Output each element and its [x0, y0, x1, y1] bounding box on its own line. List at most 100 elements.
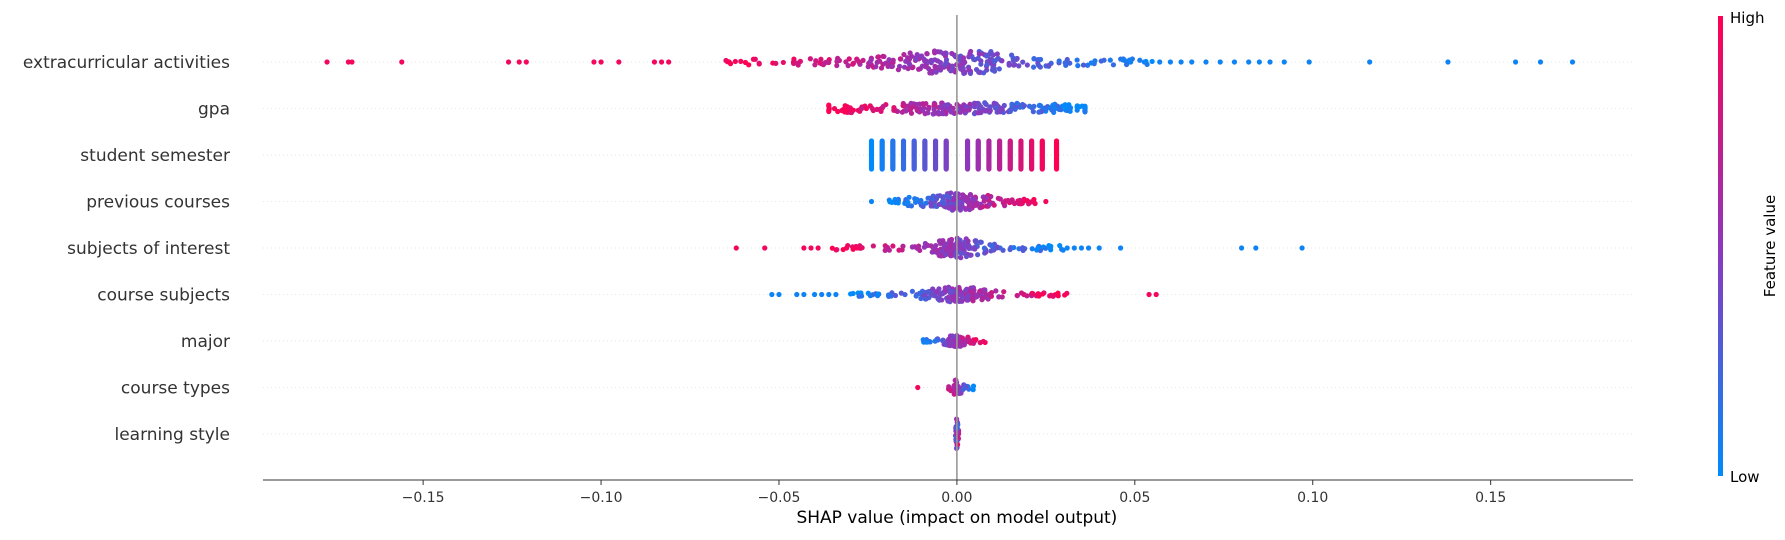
- feature-labels: extracurricular activities gpa student sem…: [23, 53, 230, 445]
- shap-dot-extracurricular-activities: [944, 60, 950, 66]
- shap-dot-gpa: [1030, 109, 1036, 115]
- shap-dot-course-subjects: [1050, 293, 1056, 299]
- shap-dot-student-semester: [868, 166, 875, 172]
- shap-dot-previous-courses: [957, 207, 964, 213]
- shap-dot-extracurricular-activities: [978, 61, 984, 67]
- shap-dot-subjects-of-interest: [943, 252, 949, 258]
- shap-dot-extracurricular-activities: [960, 55, 967, 61]
- shap-dot-subjects-of-interest: [958, 250, 964, 256]
- shap-dot-extracurricular-activities: [913, 57, 919, 63]
- shap-dot-student-semester: [911, 166, 917, 172]
- shap-dot-extracurricular-activities: [878, 65, 885, 71]
- shap-dot-major: [959, 342, 965, 348]
- shap-dot-extracurricular-activities: [867, 59, 873, 65]
- shap-dot-extracurricular-activities: [949, 50, 955, 57]
- shap-dot-previous-courses: [967, 200, 973, 206]
- shap-dot-gpa: [903, 108, 909, 114]
- feature-label-course-types: course types: [121, 379, 230, 399]
- shap-dot-previous-courses: [991, 202, 997, 208]
- shap-dot-gpa: [1021, 103, 1027, 109]
- shap-dot-extracurricular-activities: [991, 65, 997, 72]
- shap-dot-extracurricular-activities: [349, 59, 355, 65]
- shap-dot-extracurricular-activities: [651, 59, 658, 65]
- shap-dot-gpa: [945, 102, 951, 108]
- shap-dot-gpa: [977, 110, 983, 116]
- shap-dot-extracurricular-activities: [1107, 57, 1113, 63]
- shap-dot-student-semester: [986, 166, 992, 172]
- shap-dot-gpa: [1012, 106, 1018, 112]
- shap-dot-major: [946, 341, 952, 347]
- x-tick-label: 0.10: [1297, 490, 1328, 506]
- shap-dot-subjects-of-interest: [958, 255, 964, 261]
- shap-dot-gpa: [958, 105, 964, 111]
- shap-dot-gpa: [1038, 103, 1044, 109]
- shap-dot-extracurricular-activities: [1037, 56, 1044, 63]
- shap-dot-subjects-of-interest: [947, 242, 953, 248]
- shap-dot-previous-courses: [986, 201, 993, 207]
- shap-dot-extracurricular-activities: [975, 55, 981, 62]
- shap-dot-gpa: [900, 103, 906, 109]
- shap-dot-extracurricular-activities: [1035, 62, 1042, 68]
- shap-dot-extracurricular-activities: [399, 59, 405, 65]
- shap-dot-gpa: [1052, 105, 1058, 112]
- shap-dot-course-subjects: [875, 291, 881, 297]
- shap-dot-previous-courses: [973, 201, 980, 207]
- shap-dot-extracurricular-activities: [901, 51, 907, 58]
- shap-dot-subjects-of-interest: [1060, 247, 1066, 253]
- shap-dot-course-subjects: [922, 296, 928, 302]
- shap-dot-previous-courses: [941, 201, 947, 207]
- shap-dot-gpa: [963, 103, 969, 109]
- shap-dot-course-subjects: [898, 290, 904, 296]
- shap-dot-course-subjects: [988, 293, 995, 299]
- shap-dot-extracurricular-activities: [973, 66, 980, 73]
- shap-dot-extracurricular-activities: [875, 54, 882, 60]
- shap-dot-extracurricular-activities: [723, 57, 729, 64]
- shap-dot-extracurricular-activities: [843, 59, 849, 65]
- shap-dot-previous-courses: [914, 196, 920, 203]
- x-tick-label: −0.10: [580, 490, 623, 506]
- shap-dot-gpa: [966, 107, 972, 113]
- shap-dot-extracurricular-activities: [962, 69, 968, 75]
- shap-dot-extracurricular-activities: [1020, 59, 1026, 65]
- shap-dot-gpa: [1029, 105, 1035, 111]
- shap-dot-subjects-of-interest: [988, 242, 994, 248]
- shap-dot-extracurricular-activities: [1445, 59, 1451, 65]
- shap-dot-extracurricular-activities: [922, 58, 928, 64]
- shap-dot-extracurricular-activities: [1088, 60, 1094, 66]
- shap-dot-course-subjects: [932, 293, 938, 299]
- shap-dot-course-subjects: [826, 291, 832, 298]
- shap-dot-extracurricular-activities: [924, 51, 930, 57]
- feature-label-previous-courses: previous courses: [86, 193, 230, 213]
- shap-dot-previous-courses: [950, 206, 957, 212]
- shap-dot-course-subjects: [1062, 292, 1068, 298]
- shap-dot-course-subjects: [794, 291, 800, 298]
- shap-dot-subjects-of-interest: [1078, 245, 1085, 251]
- shap-dot-course-subjects: [776, 291, 782, 298]
- shap-dot-subjects-of-interest: [1096, 245, 1102, 251]
- shap-dot-student-semester: [1029, 166, 1035, 172]
- shap-dot-extracurricular-activities: [523, 59, 529, 65]
- shap-dot-course-subjects: [1014, 292, 1020, 299]
- shap-dot-extracurricular-activities: [324, 59, 330, 65]
- shap-dot-previous-courses: [1010, 199, 1016, 205]
- shap-dot-extracurricular-activities: [999, 58, 1005, 64]
- colorbar-low-label: Low: [1730, 468, 1760, 486]
- shap-dot-course-subjects: [936, 295, 942, 301]
- shap-dot-subjects-of-interest: [834, 247, 840, 253]
- shap-dot-extracurricular-activities: [658, 59, 665, 65]
- shap-dot-gpa: [831, 106, 838, 112]
- shap-dot-major: [924, 339, 930, 345]
- colorbar: High Low Feature value: [1718, 9, 1779, 486]
- feature-label-course-subjects: course subjects: [97, 286, 230, 306]
- shap-dot-gpa: [937, 104, 944, 110]
- shap-dot-extracurricular-activities: [820, 62, 827, 68]
- shap-dot-extracurricular-activities: [1144, 61, 1150, 67]
- shap-dot-previous-courses: [980, 194, 986, 200]
- x-axis-label: SHAP value (impact on model output): [796, 508, 1117, 528]
- shap-dot-extracurricular-activities: [1016, 63, 1022, 69]
- shap-dot-extracurricular-activities: [918, 53, 925, 59]
- shap-dot-subjects-of-interest: [1057, 243, 1063, 249]
- shap-dot-subjects-of-interest: [914, 245, 921, 251]
- shap-dot-extracurricular-activities: [958, 66, 964, 72]
- shap-dot-course-types: [946, 384, 952, 390]
